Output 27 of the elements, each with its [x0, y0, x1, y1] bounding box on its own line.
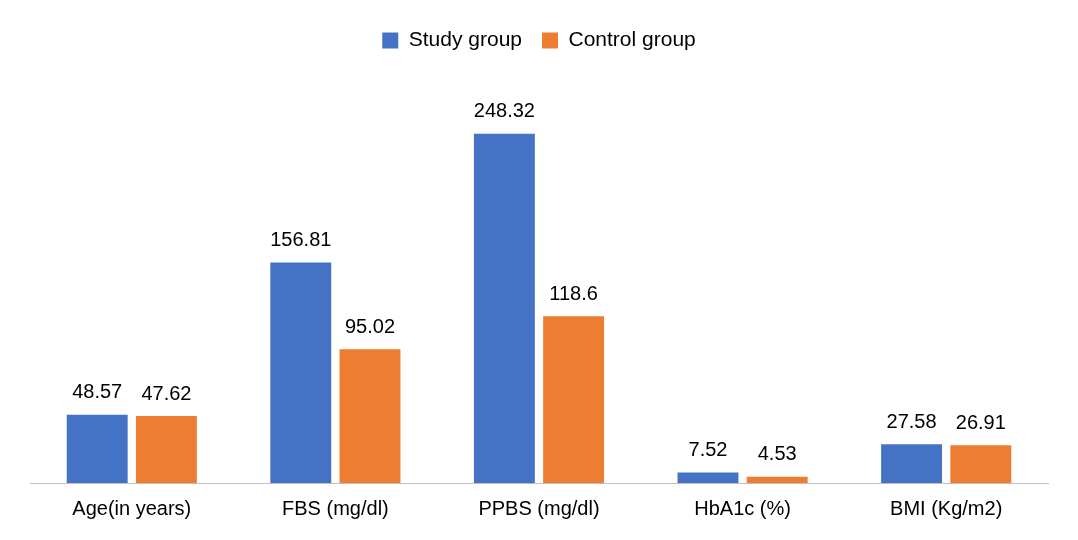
data-label: 47.62 [141, 381, 192, 404]
x-tick-label: BMI (Kg/m2) [890, 496, 1003, 519]
data-label: 156.81 [270, 227, 332, 250]
legend-label: Study group [408, 27, 523, 51]
data-label: 48.57 [72, 380, 123, 403]
data-label: 95.02 [344, 314, 396, 337]
bar [677, 472, 739, 483]
bar [746, 476, 808, 483]
bar [473, 133, 535, 483]
bar [543, 316, 605, 483]
x-tick-label: FBS (mg/dl) [282, 496, 389, 519]
x-tick-label: PPBS (mg/dl) [478, 496, 600, 519]
bar [66, 414, 128, 483]
bar [339, 349, 401, 483]
legend-label: Control group [568, 27, 696, 51]
data-label: 27.58 [886, 409, 937, 432]
data-label: 26.91 [955, 410, 1006, 433]
data-label: 118.6 [549, 281, 598, 304]
x-tick-label: Age(in years) [72, 496, 192, 519]
data-label: 4.53 [757, 442, 797, 465]
data-label: 248.32 [473, 99, 535, 122]
bar [881, 444, 943, 483]
data-label: 7.52 [688, 437, 728, 460]
x-tick-label: HbA1c (%) [694, 496, 791, 519]
bar [270, 262, 332, 483]
bar [950, 445, 1012, 483]
bar [135, 416, 197, 483]
